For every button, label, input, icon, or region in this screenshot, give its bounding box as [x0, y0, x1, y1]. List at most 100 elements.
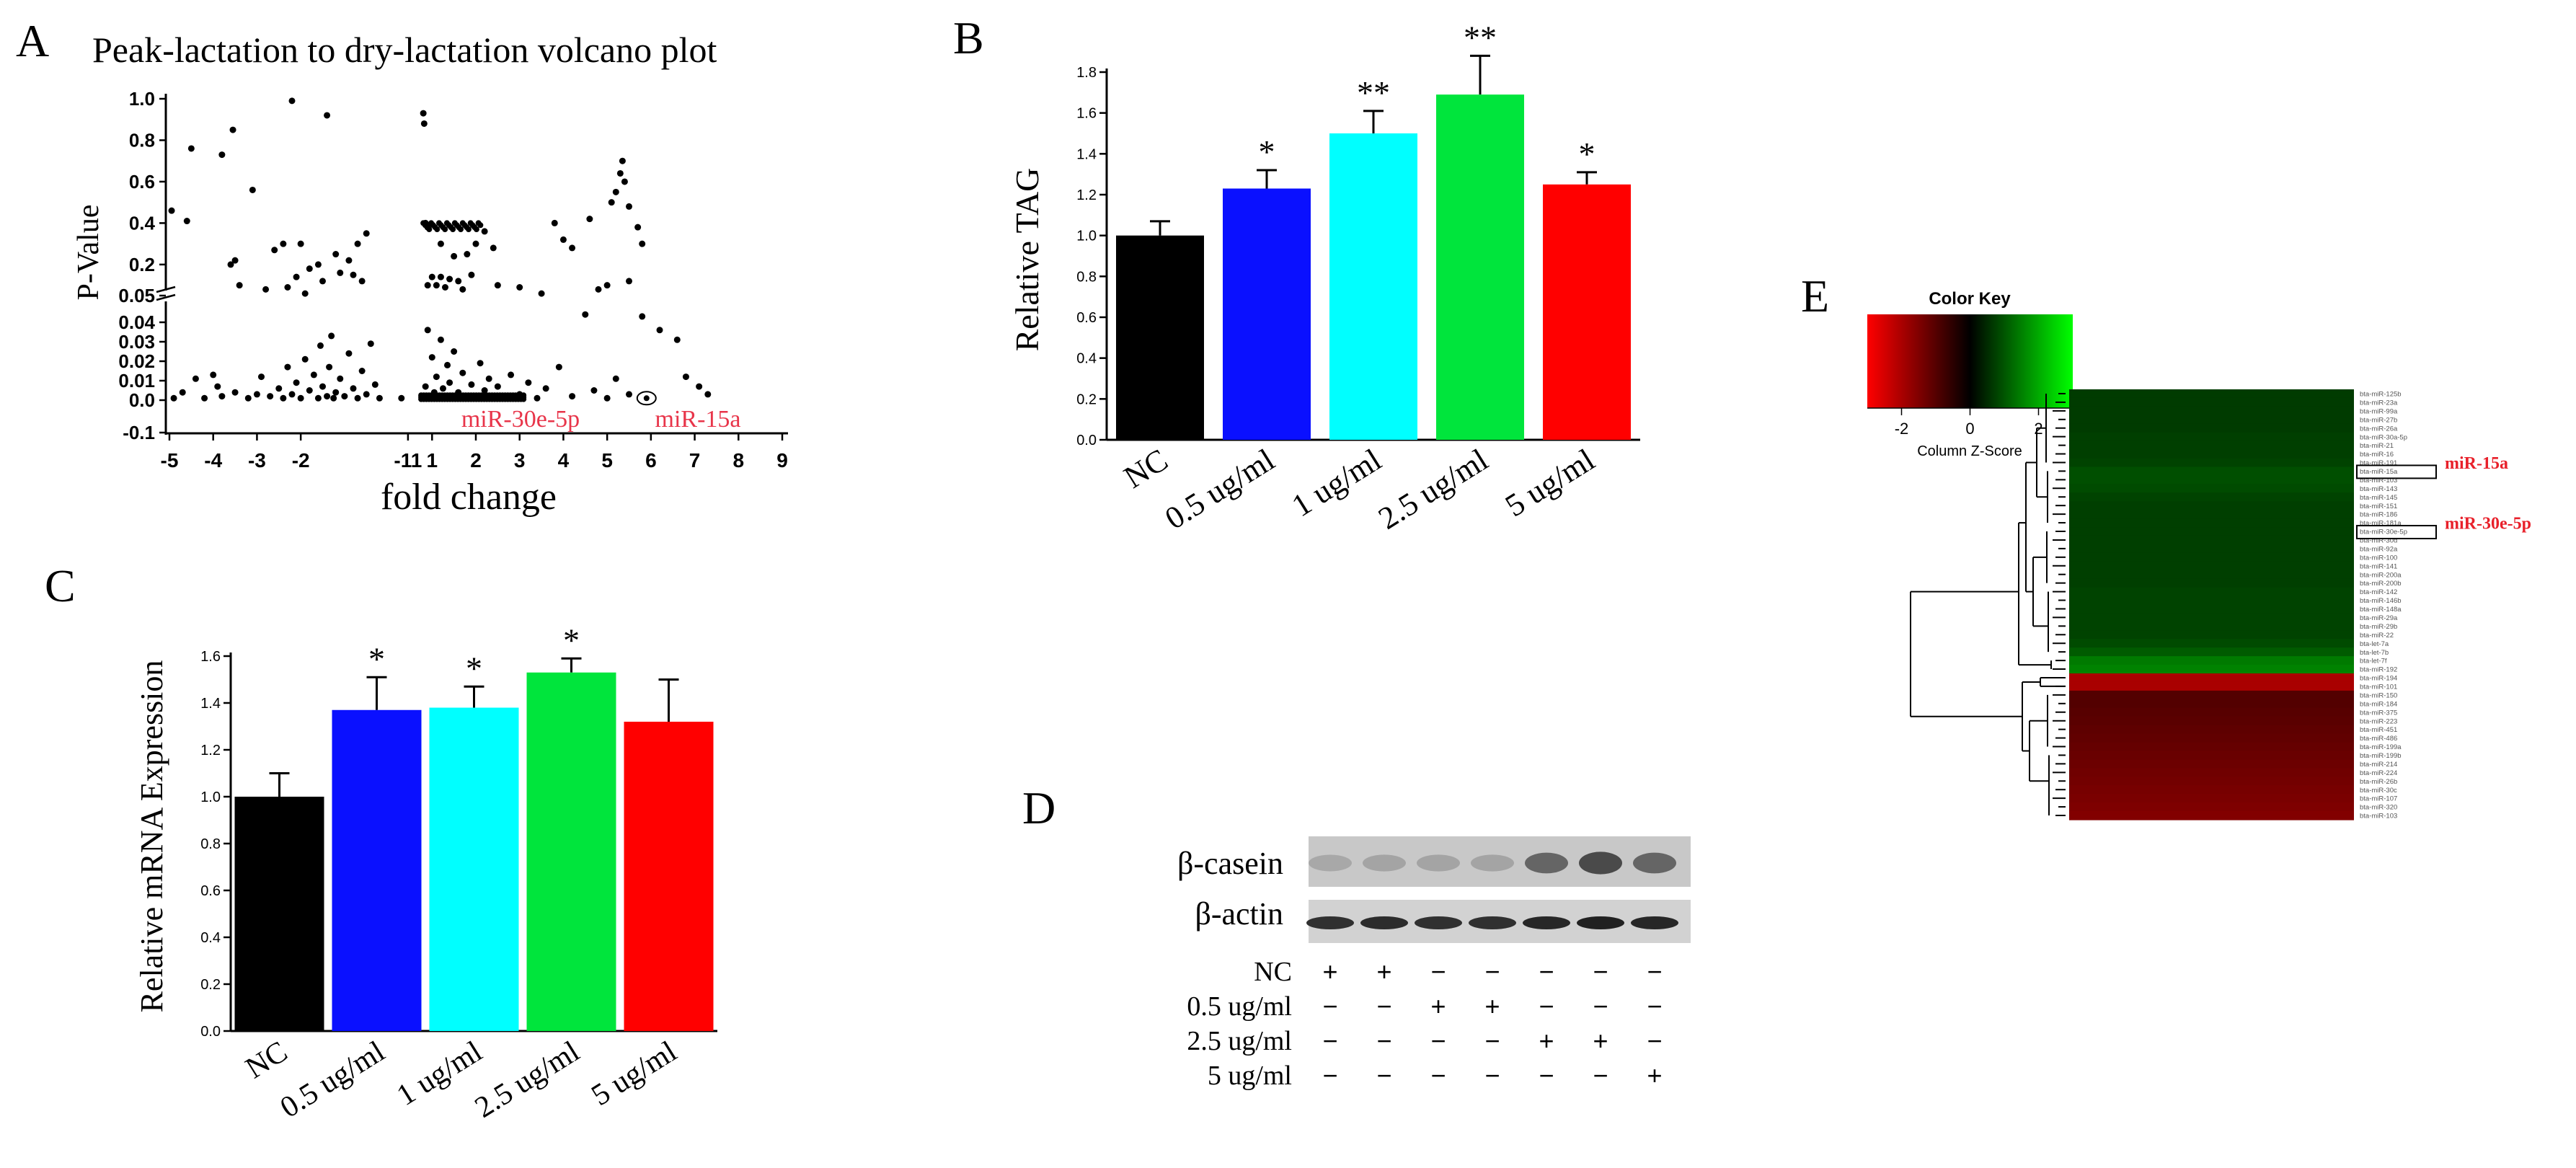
treatment-mark: + [1593, 1026, 1608, 1056]
annotation-label: miR-15a [655, 406, 741, 433]
data-point [595, 286, 602, 293]
heatmap-row-label: bta-miR-29a [2360, 614, 2398, 622]
treatment-mark: + [1539, 1026, 1554, 1056]
treatment-mark: − [1647, 957, 1662, 986]
data-point [439, 385, 446, 392]
band-actin [1415, 916, 1462, 929]
heatmap-cell [2069, 621, 2354, 631]
data-point [350, 271, 357, 278]
heatmap-row-label: bta-miR-29b [2360, 623, 2397, 631]
x-tick-label: -5 [161, 449, 179, 472]
heatmap-row-label: bta-miR-16 [2360, 451, 2394, 459]
heatmap-row-label: bta-miR-143 [2360, 485, 2397, 493]
heatmap-cell [2069, 716, 2354, 726]
bar [1436, 94, 1524, 440]
data-point [227, 261, 234, 268]
data-point [490, 244, 497, 252]
color-key-label: Column Z-Score [1917, 443, 2022, 459]
heatmap-cell [2069, 665, 2354, 674]
y-tick-label: 0.4 [1076, 351, 1097, 367]
highlight-circle [636, 391, 657, 406]
treatment-mark: + [1647, 1061, 1662, 1090]
panel-e: E Color Key -2 0 2 Column Z-Score bta-miR-125… [1774, 245, 2576, 966]
data-point [284, 363, 291, 371]
data-point [210, 371, 217, 379]
y-tick-label: 0.8 [129, 129, 155, 151]
dendrogram-branch [1911, 681, 2030, 752]
treatment-mark: − [1322, 1026, 1337, 1056]
data-point [603, 282, 611, 289]
heatmap-cell [2069, 484, 2354, 493]
data-point [473, 226, 479, 233]
heatmap-cell [2069, 389, 2354, 399]
heatmap-row-label: bta-miR-103 [2360, 477, 2397, 485]
significance-marker: * [466, 650, 482, 686]
category-label: 5 ug/ml [586, 1035, 683, 1112]
treatment-mark: − [1484, 1061, 1500, 1090]
y-axis-label: P-Value [72, 205, 105, 301]
data-point [218, 151, 226, 159]
heatmap-cell [2069, 578, 2354, 588]
heatmap-cell [2069, 518, 2354, 528]
data-point [358, 278, 366, 285]
heatmap-cell [2069, 510, 2354, 519]
heatmap-cell [2069, 587, 2354, 597]
data-point [337, 375, 344, 382]
data-point [170, 394, 177, 402]
data-point [643, 395, 650, 402]
treatment-mark: − [1484, 1026, 1500, 1056]
data-point [218, 393, 226, 400]
data-point [319, 278, 326, 285]
heatmap-row-label: bta-miR-103 [2360, 813, 2397, 820]
treatment-mark: − [1430, 1026, 1446, 1056]
data-point [328, 332, 335, 340]
significance-marker: ** [1357, 74, 1390, 111]
heatmap-row-label: bta-miR-181a [2360, 520, 2402, 528]
y-tick-label: 0.05 [118, 285, 155, 306]
significance-marker: * [1259, 133, 1275, 170]
y-axis-label: Relative TAG [1009, 168, 1045, 352]
heatmap-row-label: bta-miR-150 [2360, 691, 2397, 699]
data-point [345, 350, 353, 357]
data-point [354, 394, 361, 402]
treatment-mark: − [1430, 1061, 1446, 1090]
heatmap-row-label: bta-miR-30e-5p [2360, 528, 2407, 536]
x-tick-label: -3 [248, 449, 266, 472]
data-point [446, 275, 453, 283]
bar [624, 722, 714, 1031]
data-point [376, 394, 383, 402]
y-tick-label: 0.02 [118, 350, 155, 372]
x-tick-label: 8 [732, 449, 744, 472]
data-point [590, 387, 598, 394]
volcano-axes: 1.0 0.8 0.6 0.4 0.2 0.05 0.040.030.020.010.0 -0… [72, 88, 788, 518]
data-point [437, 336, 444, 343]
data-point [231, 389, 239, 396]
color-key-tick-label: -2 [1895, 420, 1909, 438]
panel-letter-e: E [1801, 270, 1830, 322]
heatmap-cell [2069, 458, 2354, 468]
y-tick-label: 1.8 [1076, 65, 1097, 81]
data-point [494, 383, 501, 390]
data-point [345, 257, 353, 264]
y-tick-label: 1.2 [200, 743, 221, 758]
data-point [301, 290, 309, 297]
data-point [326, 363, 333, 371]
y-tick-label: 1.0 [1076, 229, 1097, 244]
y-tick-label: 1.6 [1076, 106, 1097, 122]
x-tick-label: -2 [292, 449, 310, 472]
data-point [253, 391, 260, 398]
significance-marker: * [1579, 136, 1595, 172]
heatmap-row-label: bta-miR-142 [2360, 588, 2397, 596]
data-point [468, 381, 475, 388]
annotation-label: miR-30e-5p [461, 406, 580, 433]
data-point [330, 394, 337, 402]
x-tick-label: 9 [776, 449, 788, 472]
data-point [249, 186, 256, 193]
bar [1329, 133, 1417, 440]
dendrogram-branch [1910, 590, 2019, 717]
band-actin [1631, 916, 1678, 929]
heatmap-row-label: bta-miR-451 [2360, 726, 2397, 734]
data-point [420, 110, 427, 117]
y-tick-label: 1.0 [129, 88, 155, 110]
